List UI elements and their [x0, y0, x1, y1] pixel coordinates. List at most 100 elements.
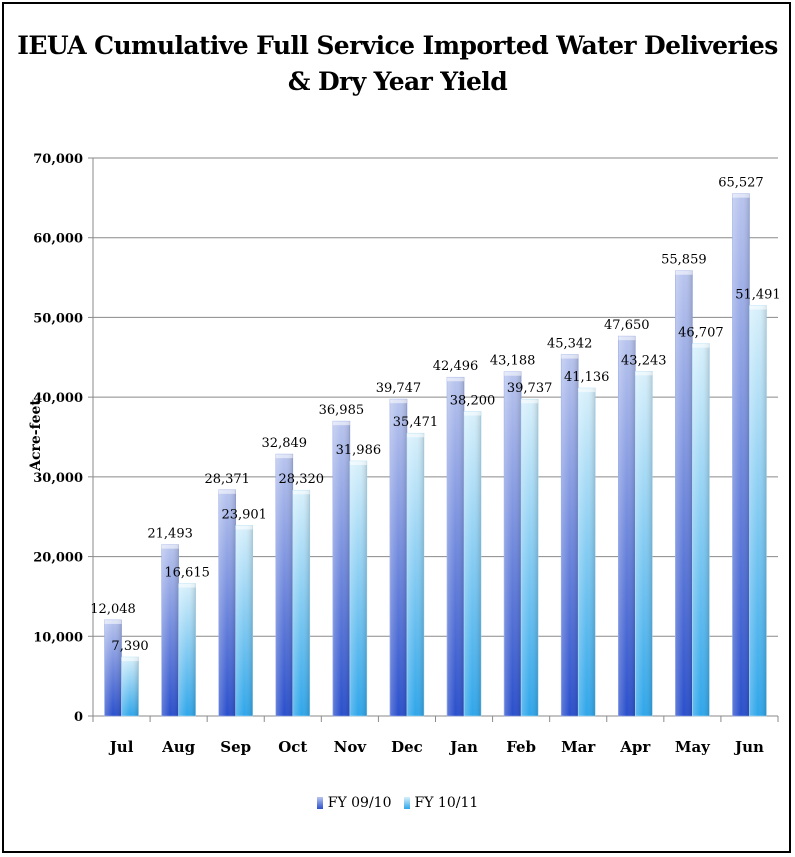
data-label: 55,859	[661, 253, 707, 268]
y-tick-label: 20,000	[33, 551, 83, 566]
y-tick-label: 10,000	[33, 630, 83, 645]
data-label: 35,471	[393, 415, 439, 430]
data-label: 38,200	[450, 393, 496, 408]
data-label: 65,527	[718, 176, 764, 191]
bar-shine	[406, 433, 424, 716]
bar-cap	[675, 270, 693, 275]
bar-cap	[521, 399, 539, 404]
bar-shine	[121, 657, 139, 716]
bar-cap	[692, 343, 710, 348]
legend-item-fy0910: FY 09/10	[316, 795, 392, 811]
data-label: 32,849	[262, 436, 308, 451]
legend-label-fy0910: FY 09/10	[327, 795, 392, 811]
bar-shine	[447, 377, 465, 716]
x-tick-label: Apr	[619, 738, 651, 756]
legend-item-fy1011: FY 10/11	[403, 795, 479, 811]
bar-cap	[447, 377, 465, 382]
bar-shine	[218, 489, 236, 716]
bar-cap	[561, 354, 579, 359]
bar-cap	[161, 544, 179, 549]
bar-shine	[732, 193, 750, 717]
y-tick-label: 0	[74, 710, 83, 725]
x-tick-label: Oct	[278, 738, 307, 756]
bar-shine	[692, 343, 710, 716]
bar-cap	[218, 489, 236, 494]
data-label: 31,986	[336, 443, 382, 458]
bar-cap	[292, 490, 310, 495]
legend: FY 09/10 FY 10/11	[0, 795, 795, 811]
bar-shine	[292, 490, 310, 716]
legend-swatch-fy0910	[316, 797, 323, 809]
bar-cap	[178, 583, 196, 588]
bar-cap	[349, 461, 367, 466]
data-label: 39,747	[376, 381, 422, 396]
data-label: 36,985	[319, 403, 365, 418]
x-tick-label: Jul	[108, 738, 134, 756]
data-label: 47,650	[604, 318, 650, 333]
bar-shine	[235, 525, 253, 716]
bar-cap	[104, 619, 122, 624]
y-tick-label: 60,000	[33, 232, 83, 247]
bar-shine	[104, 619, 122, 716]
data-label: 7,390	[111, 639, 148, 654]
bar-cap	[635, 371, 653, 376]
bar-cap	[578, 388, 596, 393]
bar-shine	[389, 399, 407, 716]
bar-cap	[121, 657, 139, 662]
bar-shine	[275, 454, 293, 716]
axes: 0 10,000 20,000 30,000 40,000 50,000 60,000 70,…	[33, 152, 779, 756]
bar-cap	[749, 305, 767, 310]
data-label: 41,136	[564, 370, 610, 385]
data-labels: 12,048 21,493 28,371 32,849 36,985 39,747 42,4…	[90, 176, 780, 654]
y-tick-label: 30,000	[33, 471, 83, 486]
bar-shine	[464, 411, 482, 716]
data-label: 28,371	[204, 472, 250, 487]
data-label: 43,188	[490, 354, 536, 369]
x-tick-label: Mar	[561, 738, 596, 756]
bar-cap	[389, 399, 407, 404]
x-tick-label: Dec	[391, 738, 423, 756]
bar-cap	[406, 433, 424, 438]
bar-shine	[618, 336, 636, 716]
data-label: 39,737	[507, 381, 553, 396]
y-tick-label: 50,000	[33, 311, 83, 326]
bar-cap	[235, 525, 253, 530]
chart-title: IEUA Cumulative Full Service Imported Wa…	[17, 31, 778, 96]
bar-shine	[504, 371, 522, 716]
bar-cap	[732, 193, 750, 198]
data-label: 16,615	[164, 566, 210, 581]
bar-shine	[561, 354, 579, 716]
gridlines	[93, 157, 778, 637]
bar-shine	[161, 544, 179, 716]
data-label: 12,048	[90, 602, 136, 617]
data-label: 21,493	[147, 527, 193, 542]
bar-cap	[464, 411, 482, 416]
legend-swatch-fy1011	[403, 797, 410, 809]
data-label: 23,901	[221, 507, 267, 522]
y-tick-label: 40,000	[33, 391, 83, 406]
bar-cap	[618, 336, 636, 341]
bar-shine	[178, 583, 196, 716]
data-label: 43,243	[621, 353, 667, 368]
x-tick-label: Sep	[220, 738, 251, 756]
x-tick-label: Aug	[161, 738, 196, 756]
legend-label-fy1011: FY 10/11	[414, 795, 479, 811]
bar-shine	[675, 270, 693, 716]
bar-shine	[332, 421, 350, 716]
bar-cap	[332, 421, 350, 426]
bar-cap	[275, 454, 293, 459]
data-label: 46,707	[678, 326, 724, 341]
data-label: 42,496	[433, 359, 479, 374]
x-tick-label: Jan	[448, 738, 478, 756]
x-tick-label: Jun	[733, 738, 764, 756]
data-label: 28,320	[279, 472, 325, 487]
y-tick-label: 70,000	[33, 152, 83, 167]
bar-shine	[578, 388, 596, 716]
bars	[104, 193, 767, 717]
x-tick-label: May	[675, 738, 711, 756]
x-tick-label: Feb	[506, 738, 536, 756]
x-tick-label: Nov	[334, 738, 368, 756]
data-label: 45,342	[547, 337, 593, 352]
bar-shine	[635, 371, 653, 716]
